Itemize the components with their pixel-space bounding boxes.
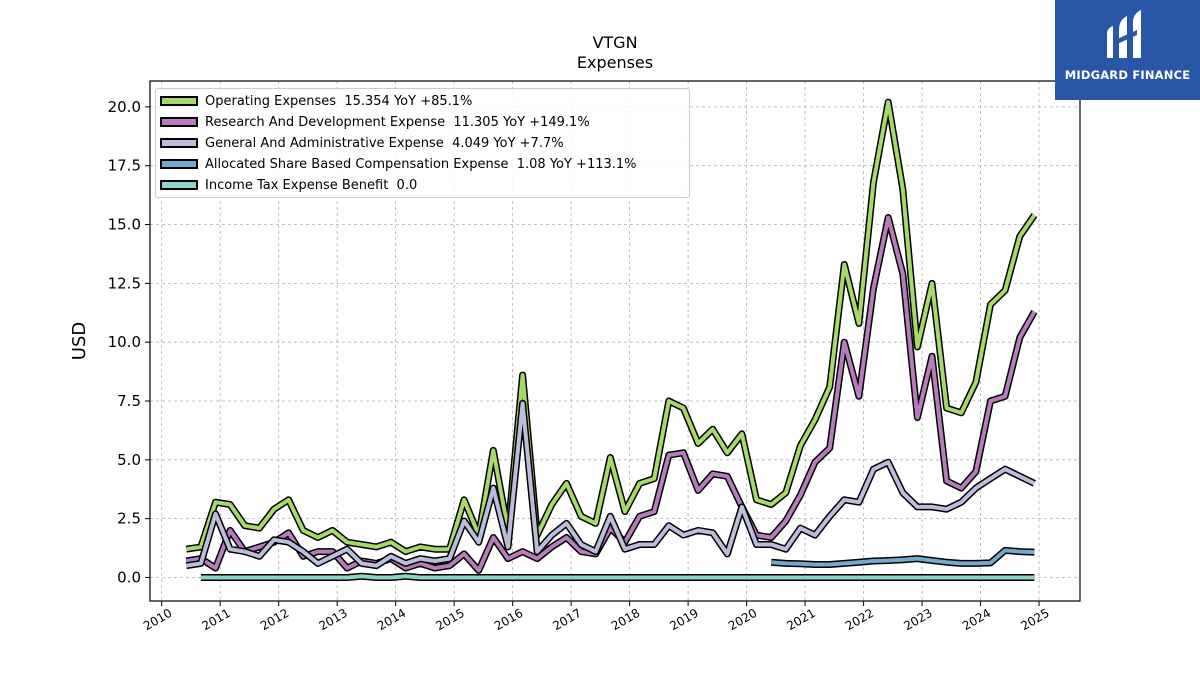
legend-item-general-administrative: General And Administrative Expense 4.049… bbox=[160, 133, 564, 153]
plot-frame bbox=[149, 80, 1081, 602]
series-line bbox=[771, 548, 1035, 567]
series-line bbox=[185, 100, 1037, 554]
y-tick-label: 10.0 bbox=[108, 333, 141, 351]
series-allocated-share-based-compensation-expense bbox=[770, 546, 1035, 568]
legend-swatch bbox=[160, 159, 198, 169]
y-axis-label: USD bbox=[69, 322, 90, 360]
legend-item-operating-expenses: Operating Expenses 15.354 YoY +85.1% bbox=[160, 91, 472, 111]
series-group bbox=[185, 98, 1038, 581]
y-tick-label: 17.5 bbox=[108, 157, 141, 175]
y-tick-label: 5.0 bbox=[117, 451, 141, 469]
legend-swatch bbox=[160, 180, 198, 190]
series-operating-expenses bbox=[185, 98, 1038, 556]
y-tick-label: 7.5 bbox=[117, 392, 141, 410]
chart-legend: Operating Expenses 15.354 YoY +85.1% Res… bbox=[155, 88, 690, 198]
legend-item-research-development: Research And Development Expense 11.305 … bbox=[160, 112, 590, 132]
y-tick-label: 15.0 bbox=[108, 216, 141, 234]
legend-swatch bbox=[160, 96, 198, 106]
logo-mark-icon bbox=[1107, 10, 1141, 58]
series-line bbox=[185, 401, 1036, 568]
legend-label: Allocated Share Based Compensation Expen… bbox=[205, 156, 637, 172]
chart-subtitle: Expenses bbox=[577, 53, 653, 72]
brand-logo: MIDGARD FINANCE bbox=[1055, 0, 1200, 100]
y-tick-label: 20.0 bbox=[108, 98, 141, 116]
legend-item-share-based-compensation: Allocated Share Based Compensation Expen… bbox=[160, 154, 637, 174]
legend-swatch bbox=[160, 117, 198, 127]
chart-title: VTGN bbox=[592, 33, 637, 52]
legend-label: Research And Development Expense 11.305 … bbox=[205, 114, 590, 130]
logo-text: MIDGARD FINANCE bbox=[1064, 68, 1191, 82]
legend-swatch bbox=[160, 138, 198, 148]
legend-label: Income Tax Expense Benefit 0.0 bbox=[205, 177, 418, 193]
y-tick-label: 0.0 bbox=[117, 568, 141, 586]
series-line bbox=[200, 574, 1035, 580]
series-general-and-administrative-expense bbox=[185, 399, 1036, 570]
legend-label: Operating Expenses 15.354 YoY +85.1% bbox=[205, 93, 473, 109]
y-tick-label: 12.5 bbox=[108, 274, 141, 292]
y-tick-label: 2.5 bbox=[117, 510, 141, 528]
legend-item-income-tax: Income Tax Expense Benefit 0.0 bbox=[160, 175, 417, 195]
series-research-and-development-expense bbox=[185, 214, 1038, 574]
series-income-tax-expense-benefit bbox=[200, 572, 1035, 581]
series-line bbox=[185, 215, 1037, 573]
legend-label: General And Administrative Expense 4.049… bbox=[205, 135, 564, 151]
